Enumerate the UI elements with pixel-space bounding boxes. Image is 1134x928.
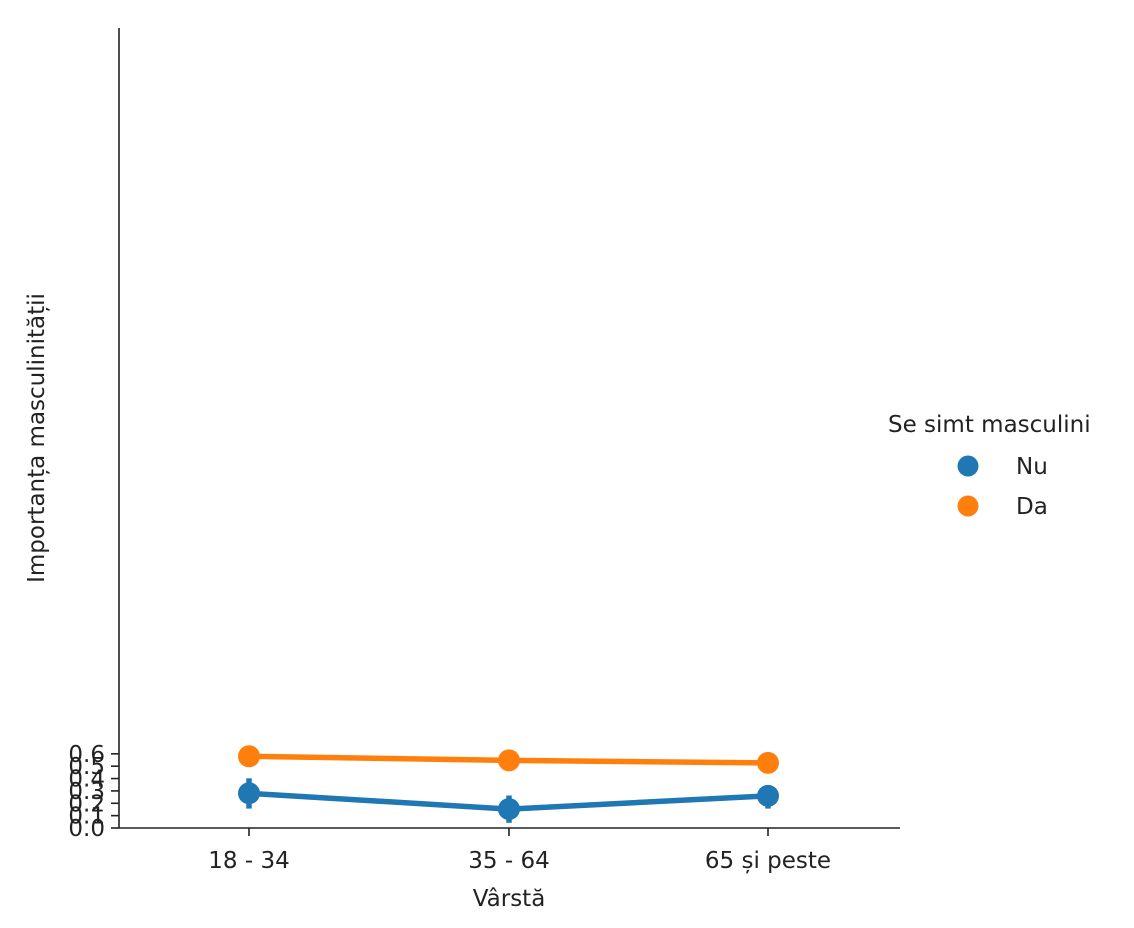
legend-title: Se simt masculini [888,412,1091,438]
y-tick-label: 0.3 [68,779,105,805]
data-point [498,749,520,772]
series-layer [238,745,779,823]
y-tick-label: 0.4 [68,767,105,793]
y-axis-label: Importanța masculinității [24,293,50,583]
data-point [238,745,260,768]
x-axis-label: Vârstă [473,886,546,912]
axes [118,28,900,829]
x-tick-label: 18 - 34 [208,848,289,874]
y-tick-label: 0.6 [68,742,105,768]
x-ticks: 18 - 34 35 - 64 65 și peste [208,828,831,874]
y-tick-label: 0.0 [68,816,105,842]
data-point [238,782,260,805]
x-tick-label: 35 - 64 [468,848,549,874]
data-point [757,784,779,807]
series-nu [238,778,779,823]
x-tick-label: 65 și peste [705,848,831,874]
legend: Se simt masculini Nu Da [888,412,1091,520]
y-tick-label: 0.2 [68,791,105,817]
legend-marker [957,495,979,517]
series-da [238,745,779,774]
legend-label: Da [1016,494,1048,520]
y-tick-label: 0.1 [68,804,105,830]
data-point [757,751,779,774]
y-ticks: 0.00.10.20.30.40.50.6 [68,742,119,842]
legend-marker [957,455,979,477]
y-tick-label: 0.5 [68,754,105,780]
legend-label: Nu [1016,454,1048,480]
data-point [498,798,520,821]
